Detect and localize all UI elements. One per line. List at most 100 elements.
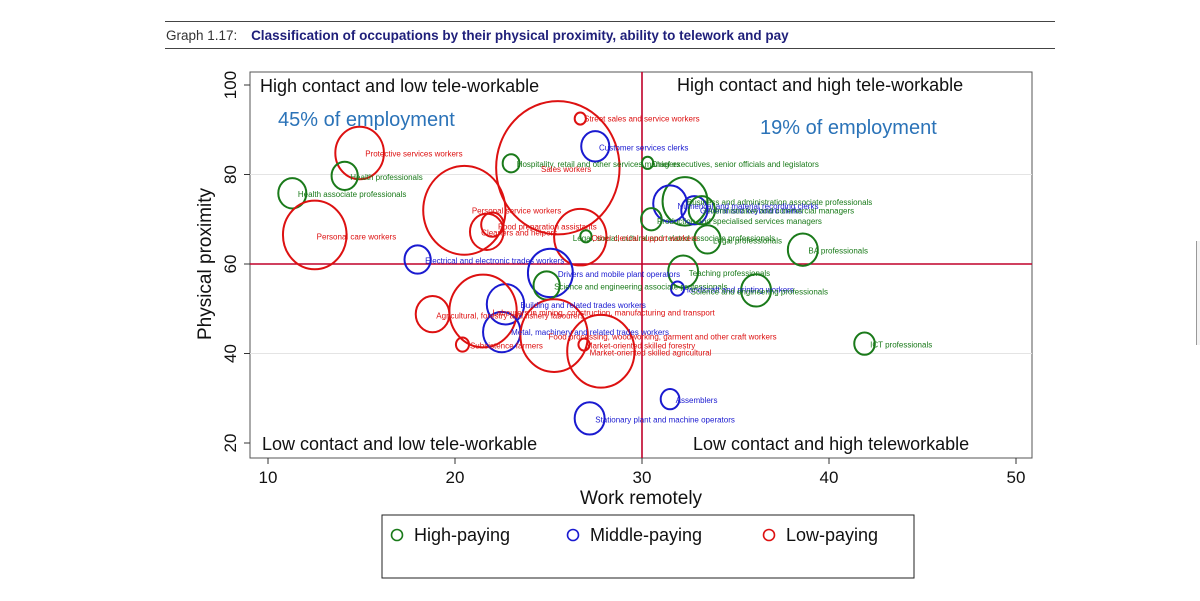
plot-frame [249,71,1033,459]
bubble-label-32: Food processing, woodworking, garment an… [549,332,777,341]
bubble-label-30: Agricultural, forestry and fishery labou… [436,311,584,320]
legend-box [381,514,915,579]
bubble-14 [640,207,663,232]
bubble-label-29: Labourers in mining, construction, manuf… [492,308,715,317]
graph-number: Graph 1.17: [166,28,238,43]
bubble-label-19: Other clerical support workers [592,234,698,243]
bubble-20 [693,224,722,255]
bubble-36 [853,331,876,356]
y-tick-label-60: 60 [221,255,240,274]
legend-label-middle: Middle-paying [590,525,702,545]
bubble-1 [573,111,587,126]
legend-marker-middle [566,528,580,542]
bubble-22 [403,244,432,275]
header-rule-top [165,21,1055,22]
legend-marker-high [390,528,404,542]
bubble-label-5: Chief executives, senior officials and l… [651,160,819,169]
bubble-30 [414,294,451,334]
bubble-label-28: Building and related trades workers [520,301,645,310]
bubble-label-23: Teaching professionals [689,269,770,278]
bubble-label-15: Food preparation assistants [498,222,597,231]
bubble-label-7: Health professionals [350,173,422,182]
bubble-27 [740,273,773,308]
bubble-33 [577,337,591,352]
legend-label-high: High-paying [414,525,510,545]
bubble-label-3: Protective services workers [365,149,462,158]
quadrant-label-bottom-right: Low contact and high teleworkable [693,434,969,454]
bubble-label-14: Production and specialised services mana… [657,217,822,226]
bubble-label-11: General and keyboard clerks [700,207,802,216]
bubble-label-27: Science and engineering professionals [691,288,828,297]
quadrant-label-top-left: High contact and low tele-workable [260,76,539,96]
x-tick-label-40: 40 [820,468,839,487]
bubble-label-35: Subsistence farmers [470,341,543,350]
legend: High-paying Middle-paying Low-paying [390,525,878,545]
y-tick-label-80: 80 [221,165,240,184]
bubble-7 [330,160,359,191]
page-edge-fragment [1196,241,1200,345]
bubble-label-6: Sales workers [541,165,591,174]
bubble-label-4: Hospitality, retail and other services m… [517,160,680,169]
bubble-label-26: Handicraft and printing workers [683,286,794,295]
axes: 10 20 30 40 50 20 40 60 80 100 [221,71,1025,487]
bubble-label-1: Street sales and service workers [584,115,700,124]
bubble-labels: Street sales and service workers Customer… [298,115,932,425]
bubble-4 [501,153,521,174]
quadrant-label-bottom-left: Low contact and low tele-workable [262,434,537,454]
bubble-label-36: ICT professionals [870,341,932,350]
bubble-3 [334,125,385,181]
bubble-37 [659,388,681,411]
bubble-12 [687,195,716,226]
bubble-17 [281,199,348,271]
bubble-13 [422,164,507,256]
bubble-24 [526,247,574,299]
bubble-38 [573,401,606,436]
bubble-label-2: Customer services clerks [599,144,688,153]
bubbles [277,100,876,436]
bubble-label-37: Assemblers [676,396,718,405]
quadrant-label-top-right: High contact and high tele-workable [677,75,963,95]
x-tick-label-20: 20 [446,468,465,487]
bubble-label-33: Market-oriented skilled forestry [586,341,695,350]
bubble-label-20: Legal professionals [713,237,782,246]
x-axis-title: Work remotely [580,488,703,509]
bubble-label-10: Numerical and material recording clerks [678,202,819,211]
bubble-label-13: Personal service workers [472,206,561,215]
bubble-15 [480,211,505,238]
bubble-label-31: Metal, machinery and related trades work… [511,328,669,337]
graph-title: Classification of occupations by their p… [251,28,789,43]
y-axis-title: Physical proximity [195,187,216,340]
bubble-16 [468,212,505,251]
bubble-label-8: Health associate professionals [298,190,407,199]
bubble-5 [641,155,655,170]
header-rule-bottom [165,48,1055,49]
bubble-label-12: Administrative and commercial managers [707,207,854,216]
bubble-21 [786,232,819,267]
bubble-10 [652,184,688,223]
quadrant-dividers [250,72,1032,458]
bubble-label-9: Business and administration associate pr… [687,198,872,207]
bubble-6 [495,100,621,236]
graph-heading: Graph 1.17: Classification of occupation… [166,28,789,43]
bubble-label-18: Legal, social, cultural and related asso… [573,234,775,243]
x-tick-label-50: 50 [1007,468,1026,487]
legend-label-low: Low-paying [786,525,878,545]
bubble-label-25: Science and engineering associate profes… [554,282,727,291]
x-tick-label-30: 30 [633,468,652,487]
y-tick-label-40: 40 [221,344,240,363]
bubble-8 [277,177,308,210]
bubble-19 [553,207,608,267]
bubble-label-34: Market-oriented skilled agricultural [590,349,712,358]
bubble-26 [669,280,686,297]
bubble-11 [680,195,709,226]
bubble-label-38: Stationary plant and machine operators [595,416,735,425]
bubble-label-22: Electrical and electronic trades workers [425,256,564,265]
bubble-9 [661,176,709,227]
bubble-label-17: Personal care workers [317,232,397,241]
bubble-34 [566,313,636,389]
bubble-label-21: BA professionals [808,247,868,256]
y-tick-label-100: 100 [221,71,240,99]
employment-share-left: 45% of employment [278,109,455,131]
